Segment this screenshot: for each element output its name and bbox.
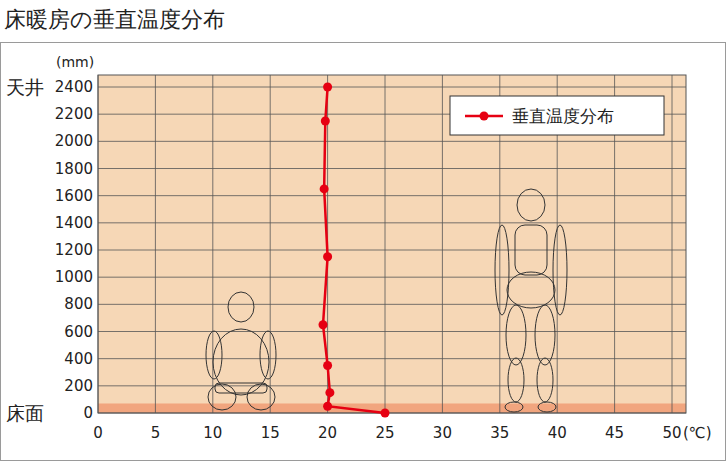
plot-frame [98,75,686,413]
legend-label: 垂直温度分布 [512,106,614,126]
y-tick-label: 2200 [55,105,93,123]
grid-line-y [98,277,686,278]
grid-line-y [98,358,686,359]
series-point [381,409,390,418]
outer-frame [1,43,726,461]
grid-line-y [98,168,686,169]
y-tick-label: 2400 [55,78,93,96]
legend-marker [480,112,489,121]
x-tick-label: 5 [151,424,161,442]
grid-line-y [98,141,686,142]
grid-line-y [98,385,686,386]
y-tick-label: 1000 [55,268,93,286]
series-point [323,252,332,261]
x-tick-label: 50 [662,424,681,442]
series-point [323,402,332,411]
x-tick-label: 35 [490,424,509,442]
x-tick-label: 10 [203,424,222,442]
data-group [319,83,390,418]
series-point [323,361,332,370]
y-tick-label: 600 [64,323,93,341]
plot-background [98,75,686,413]
y-tick-label: 200 [64,377,93,395]
series-line [323,87,385,413]
grid-line-x [385,75,386,413]
x-tick-label: 25 [375,424,394,442]
x-tick-label: 40 [548,424,567,442]
figures [206,189,567,412]
y-axis-label: (mm) [56,54,94,70]
floor-band [98,403,686,413]
y-tick-label: 1400 [55,214,93,232]
x-tick-label: 30 [433,424,452,442]
y-tick-label: 2000 [55,132,93,150]
y-tick-label: 800 [64,295,93,313]
series-point [323,83,332,92]
title: 床暖房の垂直温度分布 [4,7,225,32]
chart: 床暖房の垂直温度分布 0 5 10 15 20 25 30 35 40 45 50 0 200 400 600… [0,0,726,461]
grid-line-x [442,75,443,413]
grid-line-y [98,87,686,88]
y-tick-label: 1800 [55,160,93,178]
x-tick-label: 45 [605,424,624,442]
grid-line-y [98,304,686,305]
annotation: 床面 [6,402,44,424]
grid-line-x [270,75,271,413]
y-tick-label: 400 [64,350,93,368]
grid-line-y [98,222,686,223]
x-tick-label: 20 [318,424,337,442]
series-point [325,388,334,397]
x-tick-label: 0 [93,424,103,442]
grid-line-x [155,75,156,413]
y-tick-label: 1600 [55,187,93,205]
grid-line-y [98,331,686,332]
y-tick-label: 0 [83,404,93,422]
x-axis-label: (℃) [683,424,712,442]
series-point [319,320,328,329]
y-tick-label: 1200 [55,241,93,259]
grid-line-x [672,75,673,413]
annotation: 天井 [6,76,44,98]
legend: 垂直温度分布 [450,96,664,135]
grid-line-y [98,195,686,196]
series-point [320,184,329,193]
grid-line-y [98,250,686,251]
x-tick-label: 15 [261,424,280,442]
series-point [321,116,330,125]
